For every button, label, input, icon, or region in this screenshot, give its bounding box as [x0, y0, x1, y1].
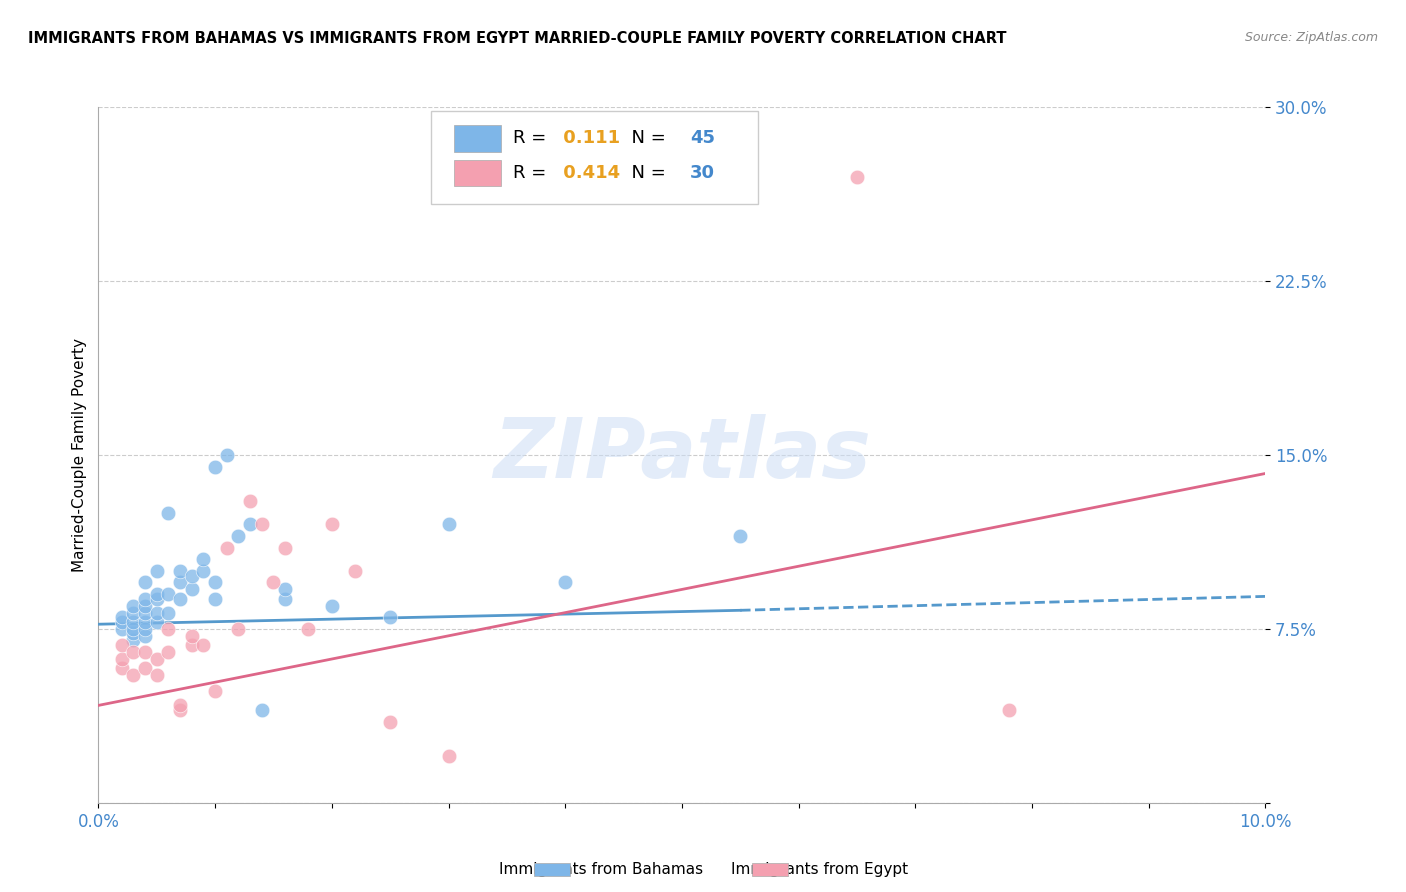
- FancyBboxPatch shape: [454, 125, 501, 152]
- Point: [239, 494, 262, 508]
- Point: [111, 622, 134, 636]
- Text: 0.414: 0.414: [557, 164, 620, 182]
- Point: [122, 633, 145, 648]
- Point: [122, 599, 145, 613]
- Point: [157, 606, 180, 620]
- Point: [437, 517, 460, 532]
- Point: [193, 552, 215, 566]
- Point: [180, 638, 202, 652]
- Text: 30: 30: [690, 164, 716, 182]
- Text: R =: R =: [513, 129, 551, 147]
- Point: [146, 652, 169, 666]
- Point: [146, 606, 169, 620]
- Point: [380, 610, 402, 624]
- Point: [274, 591, 297, 606]
- Point: [134, 606, 156, 620]
- Point: [134, 615, 156, 629]
- Text: 0.111: 0.111: [557, 129, 620, 147]
- Point: [262, 575, 284, 590]
- Text: IMMIGRANTS FROM BAHAMAS VS IMMIGRANTS FROM EGYPT MARRIED-COUPLE FAMILY POVERTY C: IMMIGRANTS FROM BAHAMAS VS IMMIGRANTS FR…: [28, 31, 1007, 46]
- Point: [134, 622, 156, 636]
- Point: [134, 575, 156, 590]
- Point: [344, 564, 367, 578]
- Point: [111, 661, 134, 675]
- Point: [122, 645, 145, 659]
- Point: [134, 661, 156, 675]
- Point: [437, 749, 460, 764]
- Text: 45: 45: [690, 129, 716, 147]
- Point: [122, 668, 145, 682]
- FancyBboxPatch shape: [432, 111, 758, 204]
- Point: [250, 517, 273, 532]
- Point: [180, 568, 202, 582]
- Point: [169, 564, 191, 578]
- Point: [122, 626, 145, 640]
- Point: [204, 684, 226, 698]
- Point: [204, 575, 226, 590]
- Point: [554, 575, 576, 590]
- Point: [997, 703, 1019, 717]
- Point: [274, 541, 297, 555]
- Point: [215, 541, 238, 555]
- Point: [239, 517, 262, 532]
- Point: [134, 629, 156, 643]
- Point: [321, 599, 343, 613]
- Point: [380, 714, 402, 729]
- Point: [846, 169, 869, 184]
- Point: [146, 668, 169, 682]
- Text: Immigrants from Bahamas: Immigrants from Bahamas: [499, 863, 703, 877]
- Point: [193, 638, 215, 652]
- Point: [157, 587, 180, 601]
- Point: [204, 591, 226, 606]
- FancyBboxPatch shape: [454, 160, 501, 186]
- Point: [228, 529, 250, 543]
- Point: [111, 615, 134, 629]
- Point: [297, 622, 319, 636]
- Point: [274, 582, 297, 597]
- Point: [111, 610, 134, 624]
- Y-axis label: Married-Couple Family Poverty: Married-Couple Family Poverty: [72, 338, 87, 572]
- Point: [204, 459, 226, 474]
- Point: [193, 564, 215, 578]
- Text: R =: R =: [513, 164, 551, 182]
- Point: [134, 645, 156, 659]
- Point: [111, 638, 134, 652]
- Point: [228, 622, 250, 636]
- Point: [250, 703, 273, 717]
- Point: [215, 448, 238, 462]
- Point: [157, 645, 180, 659]
- Point: [169, 698, 191, 713]
- Point: [146, 615, 169, 629]
- Point: [146, 591, 169, 606]
- Point: [169, 575, 191, 590]
- Point: [169, 703, 191, 717]
- Point: [169, 591, 191, 606]
- Point: [122, 615, 145, 629]
- Point: [180, 582, 202, 597]
- Point: [122, 622, 145, 636]
- Text: N =: N =: [620, 164, 672, 182]
- Point: [146, 564, 169, 578]
- Point: [134, 599, 156, 613]
- Point: [157, 506, 180, 520]
- Point: [730, 529, 752, 543]
- Point: [157, 622, 180, 636]
- Point: [111, 652, 134, 666]
- Text: ZIPatlas: ZIPatlas: [494, 415, 870, 495]
- Point: [180, 629, 202, 643]
- Text: N =: N =: [620, 129, 672, 147]
- Text: Immigrants from Egypt: Immigrants from Egypt: [731, 863, 908, 877]
- Point: [146, 587, 169, 601]
- Text: Source: ZipAtlas.com: Source: ZipAtlas.com: [1244, 31, 1378, 45]
- Point: [122, 606, 145, 620]
- Point: [321, 517, 343, 532]
- Point: [134, 591, 156, 606]
